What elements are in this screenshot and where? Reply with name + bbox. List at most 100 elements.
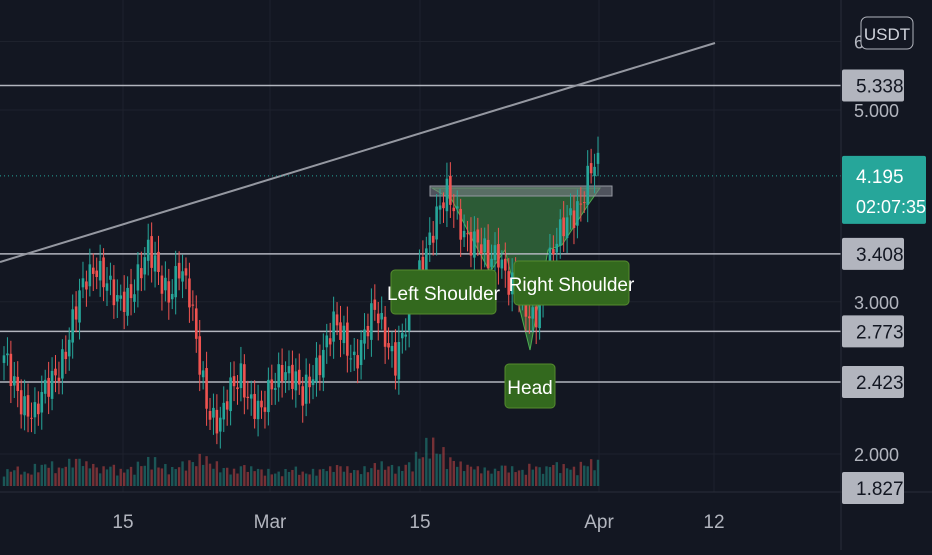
right-shoulder-label[interactable]: Right Shoulder — [509, 275, 635, 296]
trend-line[interactable] — [0, 42, 716, 263]
volume-bar — [356, 470, 359, 486]
candle-body — [425, 248, 428, 277]
level-tag-box[interactable] — [842, 69, 904, 102]
volume-bar — [222, 468, 225, 486]
volume-bar — [572, 466, 576, 486]
time-axis[interactable]: 15 Mar 15 Apr 12 — [112, 512, 724, 533]
volume-bar — [483, 467, 486, 486]
volume-bar — [401, 470, 404, 486]
level-tag-label: 3.408 — [856, 245, 904, 266]
left-shoulder-label-box[interactable] — [390, 269, 497, 315]
volume-bar — [74, 458, 78, 486]
volume-bar — [480, 473, 483, 486]
volume-bar — [140, 466, 143, 486]
candle-body — [40, 392, 44, 413]
volume-bar — [394, 473, 397, 486]
price-tags: 5.338 3.408 2.773 2.423 1.827 4.195 02:07:35 — [842, 69, 926, 504]
candle-body — [318, 355, 322, 376]
current-price-label: 4.195 — [856, 167, 904, 188]
level-tag-box[interactable] — [842, 237, 904, 270]
volume-bar — [256, 468, 260, 486]
volume-bar — [407, 462, 411, 486]
volume-bar — [452, 460, 455, 486]
candle-body — [57, 377, 61, 381]
currency-badge[interactable]: USDT — [860, 16, 914, 50]
volume-bar — [507, 472, 510, 486]
volume-bar — [232, 468, 236, 486]
candle-body — [445, 178, 449, 212]
volume-bar — [167, 474, 171, 486]
volume-bar — [528, 463, 531, 486]
candle-body — [105, 283, 109, 291]
candle-body — [397, 341, 401, 380]
candle-body — [256, 400, 260, 420]
candle-body — [253, 393, 256, 419]
volume-bar — [188, 460, 191, 486]
volume-bar — [490, 473, 493, 486]
level-tag-box[interactable] — [842, 472, 904, 504]
candle-body — [332, 311, 335, 342]
candle-body — [363, 329, 366, 344]
candle-body — [260, 400, 263, 408]
right-shoulder-label-box[interactable] — [513, 260, 630, 306]
annotations: Left Shoulder Head Right Shoulder — [387, 260, 635, 409]
currency-badge-box — [860, 16, 914, 50]
candle-body — [150, 236, 153, 268]
volume-bar — [438, 454, 442, 486]
candle-body — [297, 369, 301, 385]
volume-bar — [569, 469, 572, 486]
price-tick-label: 2.000 — [854, 445, 899, 465]
volume-bar — [23, 471, 26, 486]
candle-body — [143, 257, 147, 275]
volume-bar — [92, 463, 95, 486]
candle-body — [558, 219, 562, 246]
level-tag-box[interactable] — [842, 315, 904, 348]
volume-bar — [215, 461, 219, 486]
volume-bar — [514, 472, 517, 486]
candle-body — [2, 355, 6, 363]
volume-bar — [435, 453, 438, 486]
candle-body — [181, 271, 184, 282]
current-price-tag[interactable] — [842, 155, 926, 224]
candle-body — [122, 291, 126, 312]
candle-body — [373, 299, 377, 310]
time-tick-label: Apr — [584, 512, 614, 533]
volume-bar — [126, 469, 129, 486]
candle-body — [380, 313, 383, 320]
candle-body — [596, 152, 600, 164]
candle-body — [442, 202, 445, 209]
candle-body — [466, 233, 469, 235]
volume-bar — [541, 473, 545, 486]
candle-body — [26, 395, 30, 417]
candle-body — [50, 370, 54, 399]
candle-body — [301, 386, 305, 406]
candle-body — [229, 377, 232, 412]
candle-body — [71, 309, 74, 343]
candle-body — [88, 264, 92, 287]
neckline-box[interactable] — [429, 185, 613, 197]
volume-bar — [13, 470, 16, 486]
candle-body — [188, 278, 191, 308]
left-shoulder-label[interactable]: Left Shoulder — [387, 284, 501, 305]
candle-body — [538, 301, 541, 329]
volume-bar — [71, 467, 74, 486]
candle-body — [291, 364, 294, 389]
candle-body — [390, 345, 394, 352]
candle-body — [308, 376, 311, 388]
head-label[interactable]: Head — [507, 378, 552, 399]
level-tag-box[interactable] — [842, 365, 904, 398]
volume-bar — [383, 469, 387, 486]
candle-body — [510, 272, 514, 295]
volume-bar — [270, 474, 274, 486]
volume-bar — [521, 469, 524, 486]
volume-bar — [576, 475, 579, 486]
volume-bar — [164, 464, 167, 486]
candle-body — [586, 165, 589, 205]
candle-body — [528, 316, 531, 319]
candle-body — [153, 255, 157, 272]
volume-bars — [2, 437, 600, 486]
head-label-box[interactable] — [504, 363, 556, 409]
volume-bar — [459, 461, 462, 486]
